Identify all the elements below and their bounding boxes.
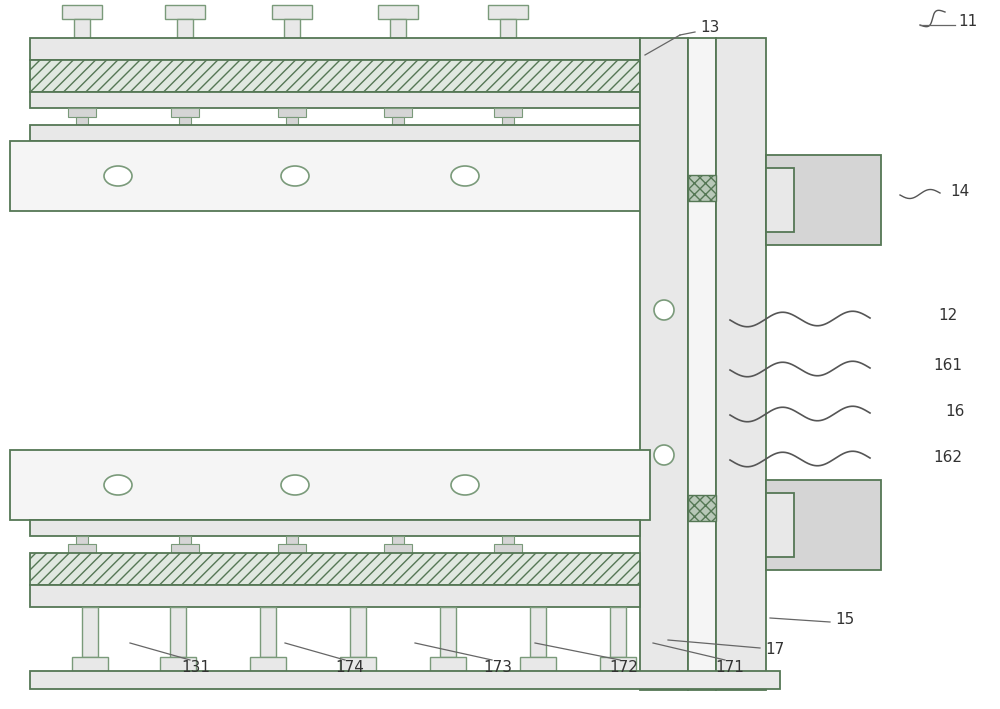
Bar	[392, 536, 404, 544]
Bar	[30, 38, 640, 60]
Bar	[171, 544, 199, 553]
Bar	[688, 495, 716, 521]
Bar	[278, 544, 306, 553]
Bar	[62, 5, 102, 19]
Bar	[502, 536, 514, 544]
Bar	[68, 544, 96, 553]
Bar	[640, 38, 688, 690]
Bar	[30, 92, 640, 108]
Text: 14: 14	[950, 184, 970, 199]
Bar	[30, 125, 640, 141]
Bar	[10, 450, 650, 520]
Bar	[30, 553, 640, 585]
Bar	[74, 19, 90, 38]
Bar	[179, 536, 191, 544]
Bar	[286, 117, 298, 125]
Ellipse shape	[451, 475, 479, 495]
Text: 17: 17	[765, 642, 785, 657]
Ellipse shape	[451, 166, 479, 186]
Ellipse shape	[281, 166, 309, 186]
Bar	[284, 19, 300, 38]
Bar	[177, 19, 193, 38]
Bar	[494, 544, 522, 553]
Bar	[384, 544, 412, 553]
Text: 15: 15	[835, 613, 855, 627]
Bar	[500, 19, 516, 38]
Bar	[766, 168, 794, 232]
Bar	[72, 657, 108, 671]
Bar	[68, 108, 96, 117]
Bar	[10, 141, 650, 211]
Bar	[76, 536, 88, 544]
Bar	[250, 657, 286, 671]
Bar	[766, 480, 881, 570]
Text: 161: 161	[934, 357, 962, 372]
Bar	[766, 155, 881, 245]
Text: 11: 11	[958, 14, 978, 30]
Text: 131: 131	[182, 661, 210, 676]
Bar	[430, 657, 466, 671]
Bar	[350, 607, 366, 657]
Bar	[179, 117, 191, 125]
Text: 171: 171	[716, 661, 744, 676]
Text: 172: 172	[610, 661, 638, 676]
Bar	[384, 108, 412, 117]
Bar	[30, 520, 640, 536]
Bar	[76, 117, 88, 125]
Bar	[688, 175, 716, 201]
Bar	[165, 5, 205, 19]
Text: 174: 174	[336, 661, 364, 676]
Ellipse shape	[654, 300, 674, 320]
Bar	[170, 607, 186, 657]
Bar	[766, 493, 794, 557]
Ellipse shape	[654, 445, 674, 465]
Bar	[600, 657, 636, 671]
Bar	[286, 536, 298, 544]
Bar	[278, 108, 306, 117]
Bar	[716, 38, 766, 690]
Bar	[30, 585, 640, 607]
Bar	[260, 607, 276, 657]
Bar	[488, 5, 528, 19]
Bar	[520, 657, 556, 671]
Bar	[440, 607, 456, 657]
Bar	[30, 60, 640, 92]
Bar	[160, 657, 196, 671]
Bar	[378, 5, 418, 19]
Text: 16: 16	[945, 405, 965, 420]
Bar	[688, 38, 716, 690]
Text: 12: 12	[938, 308, 958, 323]
Bar	[502, 117, 514, 125]
Bar	[390, 19, 406, 38]
Text: 162: 162	[934, 450, 962, 466]
Ellipse shape	[104, 475, 132, 495]
Bar	[171, 108, 199, 117]
Bar	[340, 657, 376, 671]
Bar	[494, 108, 522, 117]
Ellipse shape	[281, 475, 309, 495]
Bar	[610, 607, 626, 657]
Bar	[272, 5, 312, 19]
Text: 13: 13	[700, 21, 720, 35]
Bar	[530, 607, 546, 657]
Ellipse shape	[104, 166, 132, 186]
Bar	[392, 117, 404, 125]
Text: 173: 173	[484, 661, 512, 676]
Bar	[82, 607, 98, 657]
Bar	[30, 671, 780, 689]
